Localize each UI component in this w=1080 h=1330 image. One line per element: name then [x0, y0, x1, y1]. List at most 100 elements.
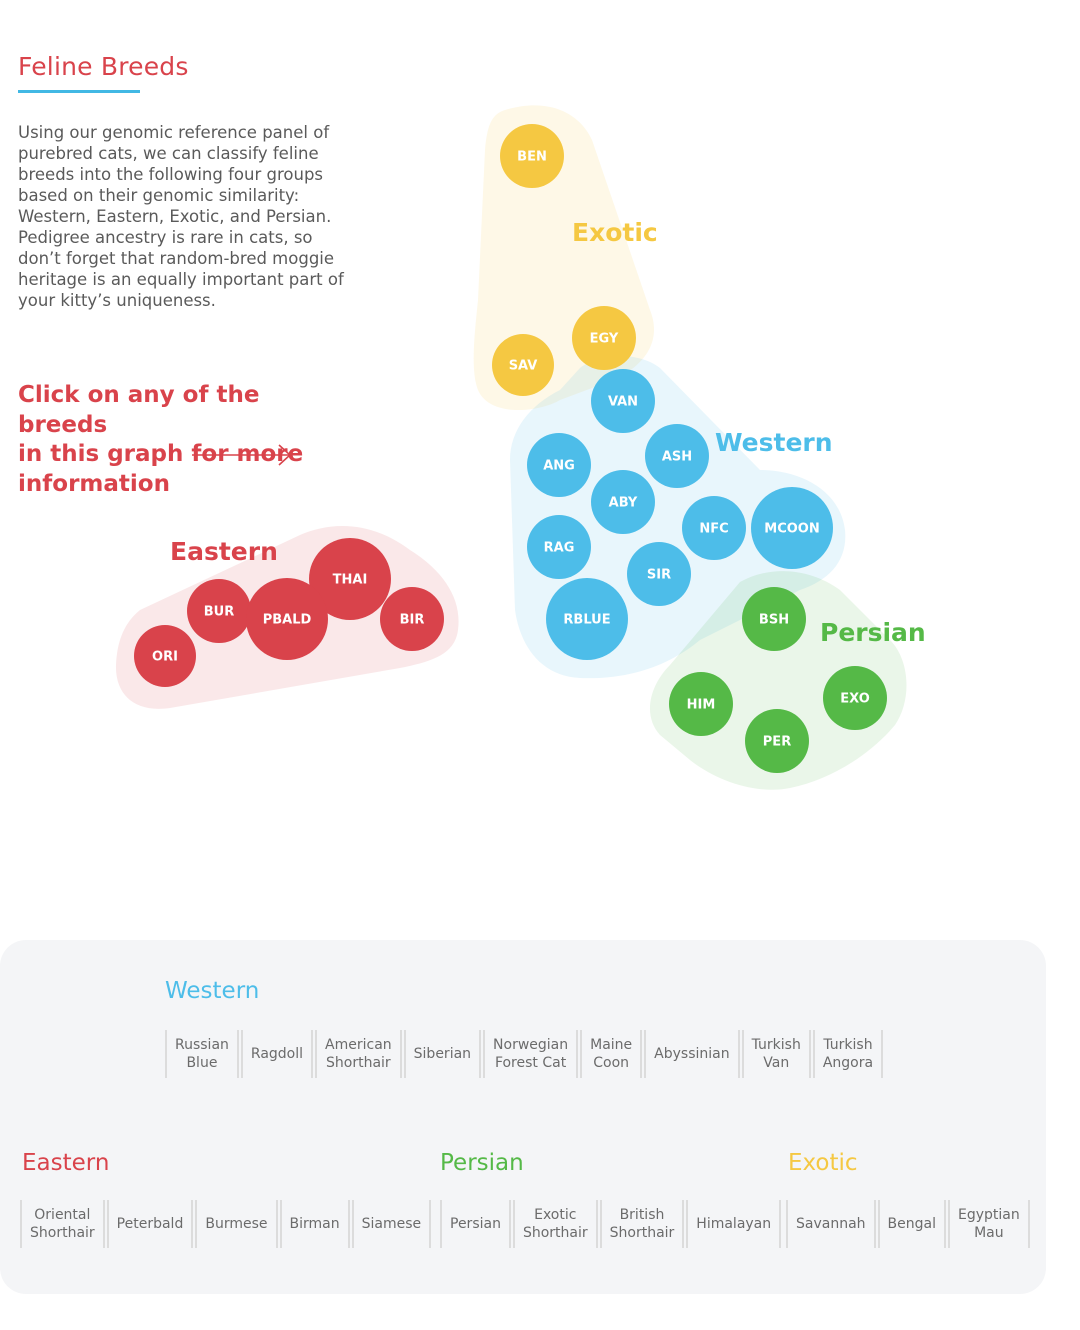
- group-label-exotic: Exotic: [572, 218, 658, 247]
- bubble-label[interactable]: ASH: [662, 450, 692, 465]
- breed-bubble-mcoon[interactable]: MCOON: [751, 487, 833, 569]
- breed-bubble-rag[interactable]: RAG: [527, 515, 591, 579]
- legend-breed-item[interactable]: Savannah: [786, 1200, 876, 1248]
- bubble-circle[interactable]: [591, 369, 655, 433]
- bubble-label[interactable]: NFC: [699, 522, 728, 537]
- cta-line: Click on any of the breeds: [18, 382, 260, 438]
- breed-bubble-him[interactable]: HIM: [669, 672, 733, 736]
- bubble-label[interactable]: SIR: [647, 568, 671, 583]
- bubble-circle[interactable]: [627, 542, 691, 606]
- legend-breed-item[interactable]: British Shorthair: [599, 1200, 685, 1248]
- breed-bubble-thai[interactable]: THAI: [309, 538, 391, 620]
- legend-breed-item[interactable]: Siamese: [351, 1200, 432, 1248]
- bubble-circle[interactable]: [527, 433, 591, 497]
- bubble-label[interactable]: RBLUE: [563, 613, 610, 628]
- bubble-label[interactable]: MCOON: [764, 522, 819, 537]
- bubble-label[interactable]: EXO: [840, 692, 870, 707]
- bubble-label[interactable]: ANG: [543, 459, 575, 474]
- bubble-label[interactable]: ABY: [609, 496, 638, 511]
- breed-bubble-per[interactable]: PER: [745, 709, 809, 773]
- breed-bubble-sir[interactable]: SIR: [627, 542, 691, 606]
- breed-bubble-ash[interactable]: ASH: [645, 424, 709, 488]
- bubble-label[interactable]: RAG: [544, 541, 575, 556]
- bubble-circle[interactable]: [572, 306, 636, 370]
- legend-breed-item[interactable]: Turkish Angora: [812, 1030, 884, 1078]
- call-to-action: Click on any of the breeds in this graph…: [18, 381, 348, 499]
- bubble-circle[interactable]: [669, 672, 733, 736]
- breed-bubble-sav[interactable]: SAV: [492, 334, 554, 396]
- legend-breed-item[interactable]: Birman: [279, 1200, 350, 1248]
- legend-breed-item[interactable]: Maine Coon: [580, 1030, 643, 1078]
- bubble-label[interactable]: ORI: [152, 650, 178, 665]
- bubble-circle[interactable]: [591, 470, 655, 534]
- legend-row-persian: Persian Exotic Shorthair British Shorthair…: [440, 1200, 783, 1248]
- legend-breed-item[interactable]: Peterbald: [106, 1200, 194, 1248]
- breed-bubble-exo[interactable]: EXO: [823, 666, 887, 730]
- bubble-label[interactable]: PBALD: [263, 613, 312, 628]
- intro-paragraph: Using our genomic reference panel of pur…: [18, 123, 344, 310]
- breed-bubble-ang[interactable]: ANG: [527, 433, 591, 497]
- legend-title-eastern: Eastern: [22, 1150, 110, 1176]
- bubble-label[interactable]: HIM: [687, 698, 716, 713]
- bubble-label[interactable]: BEN: [517, 150, 547, 165]
- bubble-circle[interactable]: [134, 625, 196, 687]
- legend-breed-item[interactable]: Exotic Shorthair: [512, 1200, 598, 1248]
- bubble-circle[interactable]: [745, 709, 809, 773]
- bubble-label[interactable]: BIR: [400, 613, 425, 628]
- bubble-circle[interactable]: [187, 579, 251, 643]
- breed-bubble-egy[interactable]: EGY: [572, 306, 636, 370]
- bubble-label[interactable]: SAV: [509, 359, 538, 374]
- bubble-circle[interactable]: [823, 666, 887, 730]
- breed-bubble-nfc[interactable]: NFC: [682, 496, 746, 560]
- breed-cluster-graph: BEN EGY SAV VAN ANG ASH ABY NFC MCOON RAG SIR RBLUE…: [115, 105, 926, 790]
- cta-line: in this graph for more: [18, 441, 304, 467]
- breed-bubble-pbald[interactable]: PBALD: [246, 578, 328, 660]
- legend-breed-item[interactable]: Egyptian Mau: [947, 1200, 1030, 1248]
- breed-bubble-rblue[interactable]: RBLUE: [546, 578, 628, 660]
- legend-breed-item[interactable]: Russian Blue: [165, 1030, 239, 1078]
- bubble-circle[interactable]: [546, 578, 628, 660]
- bubble-circle[interactable]: [645, 424, 709, 488]
- title-underline: [18, 90, 140, 93]
- legend-breed-item[interactable]: Turkish Van: [741, 1030, 811, 1078]
- bubble-circle[interactable]: [246, 578, 328, 660]
- group-label-western: Western: [715, 428, 833, 457]
- breed-bubble-bir[interactable]: BIR: [380, 587, 444, 651]
- legend-breed-item[interactable]: Oriental Shorthair: [20, 1200, 105, 1248]
- legend-breed-item[interactable]: Siberian: [403, 1030, 482, 1078]
- legend-row-exotic: Savannah Bengal Egyptian Mau: [786, 1200, 1032, 1248]
- bubble-label[interactable]: THAI: [333, 573, 368, 588]
- bubble-circle[interactable]: [309, 538, 391, 620]
- legend-breed-item[interactable]: Persian: [440, 1200, 511, 1248]
- breed-bubble-van[interactable]: VAN: [591, 369, 655, 433]
- bubble-label[interactable]: BSH: [759, 613, 789, 628]
- bubble-circle[interactable]: [682, 496, 746, 560]
- bubble-label[interactable]: EGY: [590, 332, 619, 347]
- bubble-circle[interactable]: [527, 515, 591, 579]
- breed-bubble-bur[interactable]: BUR: [187, 579, 251, 643]
- bubble-label[interactable]: PER: [763, 735, 791, 750]
- breed-bubble-ori[interactable]: ORI: [134, 625, 196, 687]
- legend-breed-item[interactable]: Ragdoll: [240, 1030, 314, 1078]
- arrow-right-icon: [192, 444, 292, 466]
- breed-bubble-aby[interactable]: ABY: [591, 470, 655, 534]
- legend-breed-item[interactable]: Abyssinian: [644, 1030, 740, 1078]
- group-hull-persian: [649, 571, 907, 790]
- breed-bubble-bsh[interactable]: BSH: [742, 587, 806, 651]
- group-label-eastern: Eastern: [170, 537, 278, 566]
- bubble-circle[interactable]: [380, 587, 444, 651]
- breed-bubble-ben[interactable]: BEN: [500, 124, 564, 188]
- bubble-circle[interactable]: [742, 587, 806, 651]
- bubble-circle[interactable]: [500, 124, 564, 188]
- legend-breed-item[interactable]: Himalayan: [686, 1200, 782, 1248]
- bubble-circle[interactable]: [751, 487, 833, 569]
- legend-breed-item[interactable]: American Shorthair: [315, 1030, 402, 1078]
- legend-title-persian: Persian: [440, 1150, 524, 1176]
- legend-breed-item[interactable]: Burmese: [195, 1200, 278, 1248]
- bubble-label[interactable]: VAN: [608, 395, 638, 410]
- bubble-label[interactable]: BUR: [204, 605, 234, 620]
- bubble-circle[interactable]: [492, 334, 554, 396]
- legend-breed-item[interactable]: Bengal: [877, 1200, 946, 1248]
- group-labels: Exotic Western Eastern Persian: [170, 218, 926, 647]
- legend-breed-item[interactable]: Norwegian Forest Cat: [483, 1030, 579, 1078]
